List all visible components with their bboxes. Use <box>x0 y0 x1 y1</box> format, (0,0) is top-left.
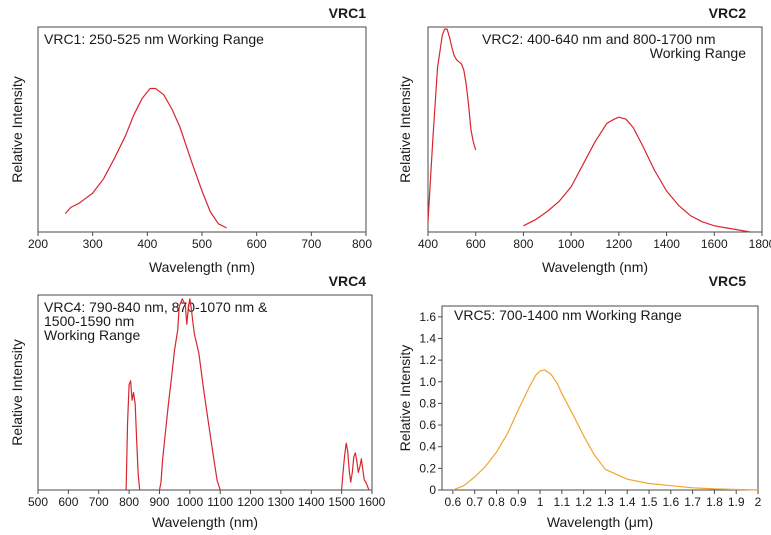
vrc2-x-tick-label: 1600 <box>701 237 728 251</box>
vrc2-x-axis-label: Wavelength (nm) <box>542 259 648 275</box>
vrc4-x-tick-label: 1100 <box>207 495 233 509</box>
vrc1-x-axis-label: Wavelength (nm) <box>149 259 255 275</box>
vrc5-x-tick-label: 0.6 <box>445 495 462 509</box>
vrc4-x-tick-label: 1000 <box>176 495 203 509</box>
vrc1-x-tick-label: 200 <box>28 237 48 251</box>
vrc2-x-tick-label: 1000 <box>558 237 585 251</box>
vrc2-title: VRC2 <box>709 5 747 21</box>
vrc2-plot-frame <box>427 26 763 233</box>
vrc2-x-tick-label: 600 <box>466 237 486 251</box>
vrc4-title: VRC4 <box>329 273 367 289</box>
vrc5-y-tick-label: 0.8 <box>419 396 436 410</box>
vrc4-series-line-3 <box>341 442 370 491</box>
vrc1-chart: VRC1 VRC1: 250-525 nm Working Range 200 300… <box>9 5 372 275</box>
vrc5-y-tick-label: 0.6 <box>419 418 436 432</box>
vrc5-y-tick-label: 1.0 <box>419 375 436 389</box>
vrc5-plot-frame <box>441 305 759 491</box>
vrc1-plot-frame <box>37 26 367 233</box>
vrc4-plot-frame <box>37 294 373 491</box>
vrc5-x-tick-label: 1.7 <box>684 495 701 509</box>
vrc2-x-tick-label: 800 <box>513 237 533 251</box>
vrc5-x-tick-label: 1 <box>537 495 544 509</box>
vrc4-series-line-1 <box>125 380 141 491</box>
vrc4-x-tick-label: 1400 <box>298 495 325 509</box>
vrc1-x-tick-label: 600 <box>247 237 267 251</box>
vrc1-x-tick-label: 300 <box>83 237 103 251</box>
vrc5-x-tick-label: 1.8 <box>706 495 723 509</box>
vrc4-x-axis-label: Wavelength (nm) <box>152 514 258 530</box>
vrc1-x-tick-label: 500 <box>192 237 212 251</box>
vrc5-y-tick-label: 1.2 <box>419 353 436 367</box>
vrc2-x-tick-label: 1200 <box>606 237 633 251</box>
vrc1-x-tick-label: 800 <box>352 237 372 251</box>
vrc5-y-axis-label: Relative Intensity <box>397 345 413 452</box>
vrc5-x-tick-label: 2 <box>755 495 762 509</box>
vrc4-annotation-line: VRC4: 790-840 nm, 870-1070 nm & <box>44 299 268 315</box>
vrc5-x-tick-label: 1.6 <box>662 495 679 509</box>
vrc2-x-tick-label: 400 <box>418 237 438 251</box>
vrc4-series-line-2 <box>158 298 221 491</box>
vrc5-x-tick-label: 0.7 <box>466 495 483 509</box>
vrc4-x-tick-label: 500 <box>28 495 48 509</box>
vrc5-x-tick-label: 1.5 <box>641 495 658 509</box>
vrc5-x-tick-label: 1.2 <box>575 495 592 509</box>
vrc4-annotation-line: 1500-1590 nm <box>44 313 134 329</box>
vrc2-annotation-line: Working Range <box>650 45 746 61</box>
vrc1-annotation-line: VRC1: 250-525 nm Working Range <box>44 31 264 47</box>
vrc5-x-tick-label: 1.4 <box>619 495 636 509</box>
vrc5-x-tick-label: 1.3 <box>597 495 614 509</box>
vrc4-x-tick-label: 1300 <box>268 495 295 509</box>
vrc1-x-tick-label: 700 <box>301 237 321 251</box>
vrc2-series-line-1 <box>427 28 477 222</box>
vrc2-series-line-2 <box>523 116 751 233</box>
vrc4-x-tick-label: 700 <box>89 495 109 509</box>
vrc5-x-tick-label: 1.9 <box>728 495 745 509</box>
vrc4-x-tick-label: 600 <box>58 495 78 509</box>
vrc5-y-tick-label: 1.6 <box>419 310 436 324</box>
vrc1-y-axis-label: Relative Intensity <box>9 76 25 183</box>
vrc2-x-tick-label: 1400 <box>653 237 680 251</box>
vrc5-x-tick-label: 1.1 <box>554 495 571 509</box>
vrc1-title: VRC1 <box>329 5 367 21</box>
vrc4-annotation-line: Working Range <box>44 327 140 343</box>
vrc2-x-tick-label: 1800 <box>749 237 771 251</box>
vrc5-x-axis-label: Wavelength (μm) <box>547 514 653 530</box>
vrc5-y-tick-label: 0.2 <box>419 461 436 475</box>
vrc4-x-tick-label: 1600 <box>359 495 386 509</box>
vrc5-y-tick-label: 1.4 <box>419 331 436 345</box>
vrc2-annotation-line: VRC2: 400-640 nm and 800-1700 nm <box>482 31 715 47</box>
vrc4-x-tick-label: 1200 <box>237 495 264 509</box>
vrc2-y-axis-label: Relative Intensity <box>397 76 413 183</box>
vrc1-x-tick-label: 400 <box>137 237 157 251</box>
vrc4-chart: VRC4 VRC4: 790-840 nm, 870-1070 nm &1500-… <box>9 273 386 530</box>
vrc1-series-line-1 <box>64 87 227 229</box>
vrc4-x-tick-label: 800 <box>119 495 139 509</box>
vrc5-x-tick-label: 0.9 <box>510 495 527 509</box>
vrc4-y-axis-label: Relative Intensity <box>9 339 25 446</box>
vrc4-x-tick-label: 1500 <box>328 495 355 509</box>
vrc5-annotation-line: VRC5: 700-1400 nm Working Range <box>454 307 682 323</box>
vrc5-title: VRC5 <box>709 273 747 289</box>
vrc4-x-tick-label: 900 <box>149 495 169 509</box>
vrc5-chart: VRC5 VRC5: 700-1400 nm Working Range 0.6 0.… <box>397 273 762 530</box>
vrc5-y-tick-label: 0.4 <box>419 440 436 454</box>
vrc2-chart: VRC2 VRC2: 400-640 nm and 800-1700 nmWork… <box>397 5 771 275</box>
vrc5-x-tick-label: 0.8 <box>488 495 505 509</box>
vrc5-series-line-1 <box>452 369 759 491</box>
vrc5-y-tick-label: 0 <box>429 483 436 497</box>
